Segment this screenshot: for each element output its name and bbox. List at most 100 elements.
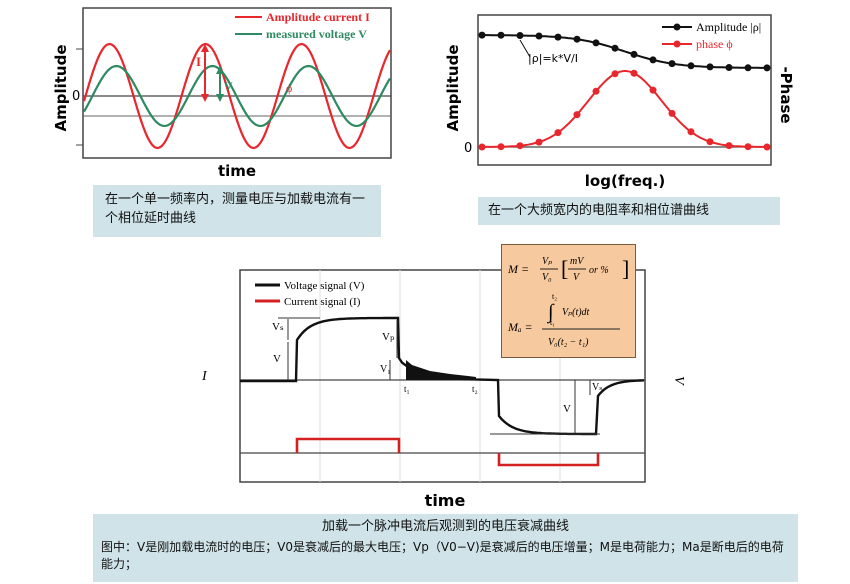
- phase-point: [744, 143, 752, 151]
- phase-delay-chart: Amplitude 0 I V ϕ Amplitude current I me…: [52, 7, 392, 180]
- formula-int-lower: t₁: [550, 318, 555, 327]
- amplitude-point: [687, 62, 695, 70]
- panel3-caption-title: 加载一个脉冲电流后观测到的电压衰减曲线: [321, 519, 569, 534]
- formula-int-upper: t₂: [552, 292, 557, 301]
- amplitude-points: [478, 31, 771, 72]
- arrow-head: [201, 44, 209, 52]
- label-v1: V₁: [380, 364, 391, 375]
- phase-point: [668, 109, 676, 117]
- phase-point: [725, 142, 733, 150]
- label-t2: t₂: [472, 384, 478, 394]
- formula-svg: M = Vₚ V₀ [ mV V or % ] Mₐ = t₂ ∫ t₁ Vₚ(…: [507, 256, 629, 348]
- annotation-pointer: [519, 39, 531, 58]
- current-wave: [82, 42, 391, 150]
- panel1-caption-text: 在一个单一频率内，测量电压与加载电流有一个相位延时曲线: [105, 192, 366, 226]
- panel2-annotation: |ρ|=k*V/I: [528, 52, 578, 65]
- panel1-x-label: time: [218, 162, 256, 180]
- bracket-right: ]: [622, 256, 629, 281]
- panel2-y-label-left: Amplitude: [444, 44, 462, 131]
- panel1-zero-tick: 0: [72, 89, 80, 104]
- marker-i: I: [196, 54, 201, 69]
- phase-point: [649, 86, 657, 94]
- panel2-caption-text: 在一个大频宽内的电阻率和相位谱曲线: [488, 203, 710, 218]
- phase-point: [592, 87, 600, 95]
- phase-points: [478, 69, 771, 151]
- formula-ma-den: V₀(t₂ − t₁): [548, 337, 589, 348]
- panel3-y-label-left: I: [201, 369, 208, 384]
- phase-point: [706, 138, 714, 146]
- panel2-caption: 在一个大频宽内的电阻率和相位谱曲线: [478, 197, 780, 225]
- panel1-y-label: Amplitude: [52, 44, 70, 131]
- amplitude-point: [649, 56, 657, 64]
- legend-amplitude-marker: [673, 23, 681, 31]
- integral-sign: ∫: [546, 301, 555, 324]
- formula-ma-lhs: Mₐ =: [507, 320, 533, 334]
- legend-voltage-label: Voltage signal (V): [284, 280, 365, 292]
- legend-phase-label: phase ϕ: [696, 37, 733, 51]
- arrow-head: [201, 94, 209, 102]
- amplitude-point: [497, 31, 505, 39]
- amplitude-point: [478, 31, 486, 39]
- phase-point: [630, 69, 638, 77]
- marker-phi: ϕ: [286, 81, 292, 95]
- formula-bracket-num: mV: [570, 256, 585, 267]
- phase-point: [573, 111, 581, 119]
- panel2-y-label-right: -Phase: [777, 66, 795, 123]
- bracket-left: [: [561, 256, 568, 281]
- label-v-prime: V: [563, 403, 571, 415]
- arrow-head: [216, 66, 224, 74]
- marker-v: V: [224, 79, 233, 93]
- decay-fill: [406, 360, 476, 380]
- amplitude-point: [516, 32, 524, 39]
- legend-current-label: Current signal (I): [284, 296, 361, 308]
- legend-amplitude-label: Amplitude |ρ|: [696, 20, 761, 34]
- label-vs-prime: Vₛ: [592, 382, 603, 393]
- amplitude-point: [592, 39, 600, 47]
- phase-point: [554, 129, 562, 137]
- legend-voltage-label: measured voltage V: [266, 27, 367, 41]
- panel2-x-label: log(freq.): [585, 172, 665, 190]
- amplitude-point: [611, 44, 619, 52]
- label-v: V: [273, 353, 281, 365]
- arrow-head: [216, 94, 224, 102]
- formula-unit: or %: [589, 265, 609, 276]
- amplitude-point: [630, 50, 638, 58]
- label-vs: Vₛ: [272, 321, 284, 333]
- panel1-frame: [82, 7, 392, 159]
- formula-box: M = Vₚ V₀ [ mV V or % ] Mₐ = t₂ ∫ t₁ Vₚ(…: [501, 244, 636, 358]
- amplitude-point: [573, 35, 581, 43]
- voltage-wave: [83, 64, 391, 128]
- label-t1: t₁: [404, 384, 410, 394]
- phase-point: [687, 128, 695, 136]
- phase-point: [497, 143, 505, 151]
- panel3-caption: 加载一个脉冲电流后观测到的电压衰减曲线 图中：V是刚加载电流时的电压；V0是衰减…: [93, 514, 798, 582]
- amplitude-point: [535, 32, 543, 40]
- formula-bracket-den: V: [573, 272, 581, 283]
- amplitude-point: [668, 60, 676, 68]
- amplitude-point: [763, 64, 771, 72]
- panel3-frame: [239, 269, 646, 483]
- label-vp: Vₚ: [382, 331, 395, 343]
- pulse-decay-chart: Vₛ V Vₚ V₁ t₁ t₂ V Vₛ Voltage signal (V)…: [201, 269, 686, 510]
- phase-point: [535, 138, 543, 146]
- phase-point: [516, 142, 524, 150]
- amplitude-point: [725, 64, 733, 71]
- current-signal: [295, 437, 600, 467]
- phase-point: [478, 143, 486, 151]
- formula-integrand: Vₚ(t)dt: [562, 307, 590, 318]
- panel1-caption: 在一个单一频率内，测量电压与加载电流有一个相位延时曲线: [93, 185, 381, 237]
- legend-current-label: Amplitude current I: [266, 10, 370, 24]
- amplitude-point: [706, 63, 714, 71]
- formula-m-num: Vₚ: [542, 256, 552, 267]
- legend-phase-marker: [673, 40, 681, 48]
- formula-m-den: V₀: [542, 272, 552, 283]
- panel3-caption-note: 图中：V是刚加载电流时的电压；V0是衰减后的最大电压；Vp（V0−V)是衰减后的…: [101, 540, 784, 571]
- panel2-frame: [477, 14, 772, 166]
- amplitude-point: [554, 33, 562, 41]
- panel3-x-label: time: [425, 491, 466, 510]
- phase-line: [480, 70, 770, 148]
- amplitude-line: [480, 34, 770, 69]
- amplitude-point: [744, 64, 752, 72]
- panel3-y-label-right: V: [671, 376, 686, 386]
- panel2-zero-tick: 0: [464, 141, 472, 156]
